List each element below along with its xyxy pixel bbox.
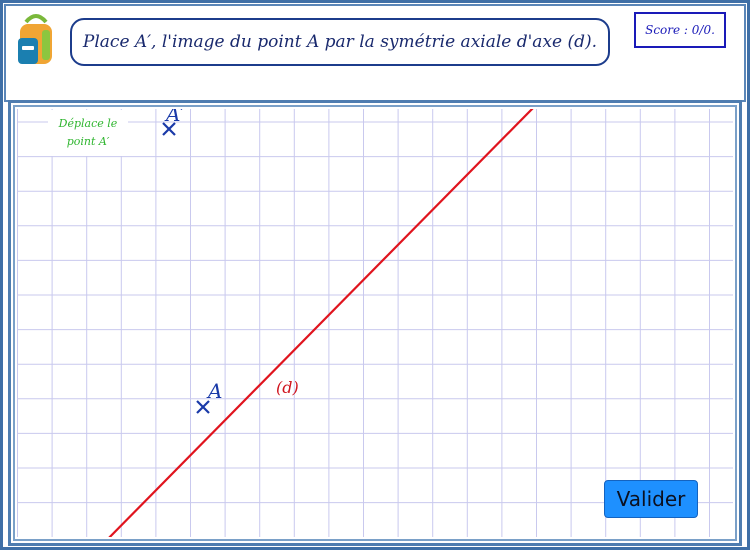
point-a-prime-label: A′: [164, 109, 185, 126]
score-text: Score : 0/0.: [645, 23, 715, 37]
point-a-prime[interactable]: [162, 122, 176, 136]
instruction-text: Place A′, l'image du point A par la symé…: [82, 32, 598, 52]
hint-label: Déplace le point A′: [48, 110, 128, 156]
graph-area[interactable]: (d) A A′: [17, 109, 733, 537]
validate-button-label: Valider: [616, 487, 686, 511]
score-box: Score : 0/0.: [634, 12, 726, 48]
validate-button[interactable]: Valider: [604, 480, 698, 518]
graph-frame: [8, 100, 742, 546]
axis-d-line: [108, 109, 534, 537]
point-a-label: A: [206, 379, 222, 403]
grid-lines: [17, 109, 733, 537]
instruction-box: Place A′, l'image du point A par la symé…: [70, 18, 610, 66]
graph-inner-frame: [13, 105, 737, 541]
axis-d-label: (d): [276, 378, 299, 397]
point-a: [196, 400, 210, 414]
hint-line-1: Déplace le: [58, 117, 118, 130]
hint-line-2: point A′: [66, 135, 110, 148]
backpack-icon: [18, 14, 52, 64]
